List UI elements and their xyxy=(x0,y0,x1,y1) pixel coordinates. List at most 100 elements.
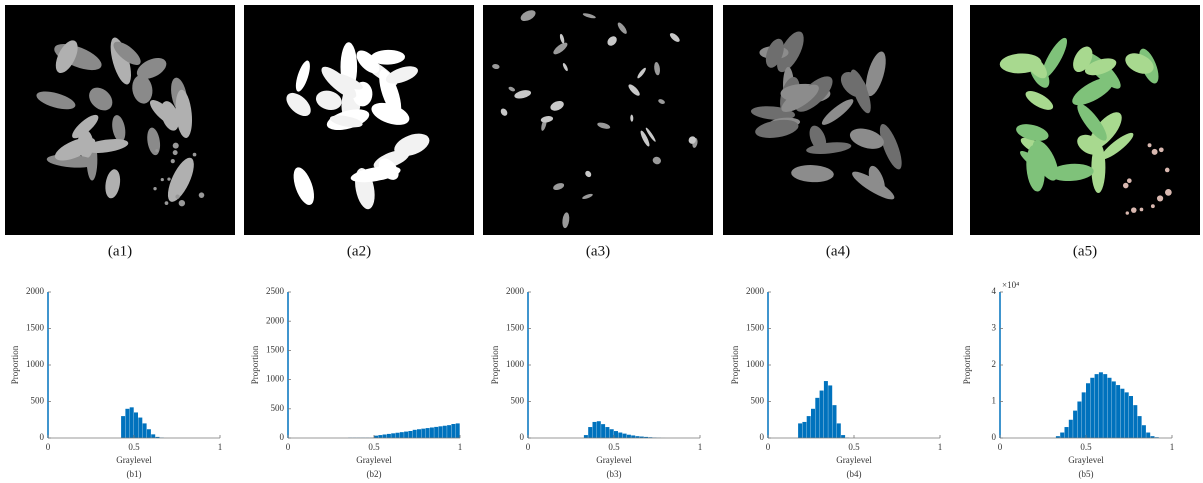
leaf xyxy=(821,99,854,125)
image-panel xyxy=(483,5,713,235)
histogram-bar xyxy=(382,434,387,438)
leaf xyxy=(540,116,554,123)
histogram-bar xyxy=(434,426,439,438)
leaf xyxy=(385,66,418,84)
histogram-bar xyxy=(146,429,151,438)
y-tick-label: 4 xyxy=(992,286,997,296)
image-caption: (a2) xyxy=(347,243,371,259)
histogram-bar xyxy=(125,408,130,438)
leaf xyxy=(329,115,363,128)
leaf xyxy=(1125,53,1154,74)
x-tick-label: 0.5 xyxy=(128,442,140,452)
histogram-bar xyxy=(614,431,618,438)
debris xyxy=(1147,143,1152,148)
histogram-bar xyxy=(425,428,430,438)
leaf xyxy=(585,170,592,178)
leaf xyxy=(640,130,650,147)
histogram-bar xyxy=(815,397,820,438)
leaf xyxy=(617,22,627,34)
histogram-bar xyxy=(155,436,160,438)
histogram-bar xyxy=(442,425,447,438)
debris xyxy=(1131,207,1137,213)
histogram-bar xyxy=(639,436,644,438)
histogram-bar xyxy=(1068,419,1073,438)
leaf xyxy=(645,127,656,142)
image-caption: (a4) xyxy=(826,243,850,259)
leaf xyxy=(1084,58,1117,76)
leaf xyxy=(1077,103,1107,141)
y-tick-label: 1500 xyxy=(266,344,285,354)
leaf xyxy=(791,165,834,183)
y-axis-label: Proportion xyxy=(730,345,740,384)
leaf xyxy=(879,124,902,170)
y-tick-label: 2 xyxy=(992,359,997,369)
axis-multiplier: ×10⁴ xyxy=(1002,280,1019,290)
histogram-bar xyxy=(386,433,391,438)
y-tick-label: 0 xyxy=(40,432,45,442)
histogram-bar xyxy=(421,428,426,438)
histogram-bar xyxy=(455,423,460,438)
histogram-bar xyxy=(1098,372,1103,438)
histogram-bar xyxy=(1077,401,1082,438)
histogram-bar xyxy=(798,423,803,438)
y-axis-label: Proportion xyxy=(10,345,20,384)
y-tick-label: 3 xyxy=(992,323,997,333)
debris xyxy=(1126,178,1132,184)
debris xyxy=(175,194,180,199)
x-tick-label: 1 xyxy=(218,442,223,452)
debris xyxy=(160,177,164,182)
x-tick-label: 0 xyxy=(46,442,51,452)
leaf xyxy=(350,166,401,183)
debris xyxy=(1156,195,1164,202)
histogram-bar xyxy=(378,435,383,438)
x-axis-label: Graylevel xyxy=(356,455,392,465)
leaf xyxy=(1025,54,1047,79)
histogram-bar xyxy=(836,423,841,438)
leaf xyxy=(550,100,564,111)
histogram-bar xyxy=(1133,405,1138,438)
leaf xyxy=(755,119,799,138)
leaf xyxy=(553,183,565,191)
histogram-bar xyxy=(841,435,846,438)
x-tick-label: 0.5 xyxy=(1080,442,1092,452)
leaf xyxy=(1072,77,1114,106)
histogram-bar xyxy=(806,416,811,438)
y-tick-label: 1000 xyxy=(506,359,525,369)
histogram-bar xyxy=(391,433,396,438)
histogram-bar xyxy=(408,430,413,438)
debris xyxy=(178,199,186,207)
histogram-bar xyxy=(429,427,434,438)
y-tick-label: 1 xyxy=(992,396,997,406)
leaf xyxy=(849,128,884,149)
histogram-bar xyxy=(151,434,156,438)
leaf xyxy=(167,157,194,202)
leaf xyxy=(149,99,179,127)
leaf xyxy=(113,41,141,65)
image-panel xyxy=(970,5,1200,235)
debris xyxy=(155,149,159,153)
image-background xyxy=(483,5,713,235)
histogram-bar xyxy=(583,435,588,438)
histogram-bar xyxy=(412,429,417,438)
histogram-bar xyxy=(1090,377,1095,438)
chart-caption: (b1) xyxy=(127,469,142,479)
y-tick-label: 2000 xyxy=(746,286,765,296)
leaf xyxy=(852,171,895,200)
leaf xyxy=(315,90,342,111)
leaf xyxy=(1041,37,1068,79)
histogram-bar xyxy=(635,436,640,438)
leaf xyxy=(295,60,310,92)
debris xyxy=(1139,207,1144,212)
leaf xyxy=(1049,163,1094,182)
leaf xyxy=(628,84,640,96)
histogram-bar xyxy=(121,416,126,438)
y-tick-label: 0 xyxy=(992,432,997,442)
y-tick-label: 1000 xyxy=(266,374,285,384)
image-panel xyxy=(244,5,474,235)
leaf xyxy=(850,69,871,114)
x-tick-label: 0 xyxy=(998,442,1003,452)
chart-caption: (b2) xyxy=(367,469,382,479)
leaf xyxy=(1025,91,1054,110)
y-tick-label: 0 xyxy=(280,432,285,442)
histogram-bar xyxy=(1150,436,1155,438)
